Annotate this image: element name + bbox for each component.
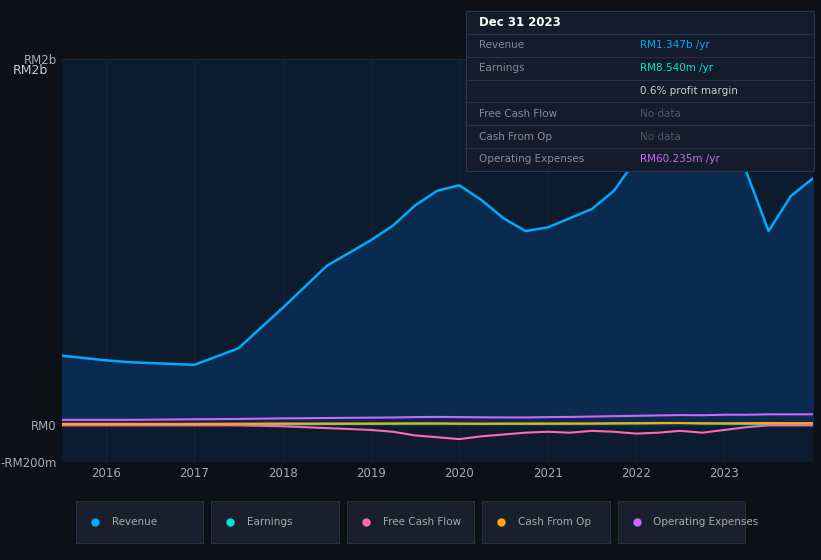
Text: Cash From Op: Cash From Op: [479, 132, 553, 142]
Text: No data: No data: [640, 109, 681, 119]
Text: Revenue: Revenue: [112, 517, 157, 527]
Text: 0.6% profit margin: 0.6% profit margin: [640, 86, 738, 96]
Text: RM2b: RM2b: [12, 63, 48, 77]
Text: Free Cash Flow: Free Cash Flow: [383, 517, 461, 527]
Text: Cash From Op: Cash From Op: [518, 517, 591, 527]
Text: Earnings: Earnings: [247, 517, 292, 527]
Text: Revenue: Revenue: [479, 40, 525, 50]
Text: RM60.235m /yr: RM60.235m /yr: [640, 155, 720, 165]
Text: Free Cash Flow: Free Cash Flow: [479, 109, 557, 119]
Text: RM8.540m /yr: RM8.540m /yr: [640, 63, 713, 73]
Text: No data: No data: [640, 132, 681, 142]
Text: RM1.347b /yr: RM1.347b /yr: [640, 40, 709, 50]
Text: Operating Expenses: Operating Expenses: [654, 517, 759, 527]
Text: Dec 31 2023: Dec 31 2023: [479, 16, 562, 29]
Text: Earnings: Earnings: [479, 63, 525, 73]
Text: Operating Expenses: Operating Expenses: [479, 155, 585, 165]
